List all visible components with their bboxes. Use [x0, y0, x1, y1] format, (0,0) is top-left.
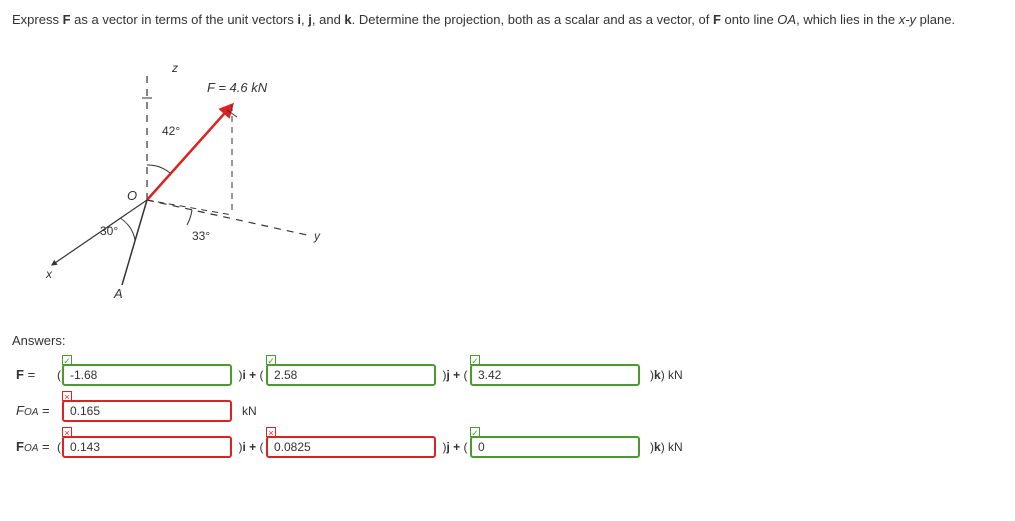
prompt-xy: x-y	[899, 12, 916, 27]
prompt-text: plane.	[916, 12, 955, 27]
input-F-k[interactable]: ✓ 3.42	[470, 364, 640, 386]
check-icon: ✓	[62, 355, 72, 365]
answer-row-FOA-scalar: FOA = × 0.165 kN	[12, 400, 1003, 422]
diagram-svg: z y x A 42° 30° 33° O F = 4.6 kN	[42, 50, 342, 300]
check-icon: ✓	[266, 355, 276, 365]
origin-label: O	[127, 188, 137, 203]
angle-33-label: 33°	[192, 229, 210, 243]
prompt-F2: F	[713, 12, 721, 27]
question-prompt: Express F as a vector in terms of the un…	[12, 10, 1003, 30]
input-value: -1.68	[70, 368, 97, 382]
prompt-OA: OA	[777, 12, 796, 27]
answer-row-FOA-vector: FOA = ( × 0.143 )i + ( × 0.0825 )j + ( ✓…	[12, 436, 1003, 458]
unit-FOA-vector: )k) kN	[650, 440, 683, 454]
input-value: 0	[478, 440, 485, 454]
angle-30-label: 30°	[100, 224, 118, 238]
force-label: F = 4.6 kN	[207, 80, 268, 95]
prompt-text: Express	[12, 12, 63, 27]
row-label-FOA-vector: FOA =	[12, 439, 56, 454]
input-value: 0.0825	[274, 440, 311, 454]
answers-heading: Answers:	[12, 333, 1003, 348]
row-label-F: F =	[12, 367, 56, 382]
prompt-text: . Determine the projection, both as a sc…	[352, 12, 713, 27]
connector-i-plus: )i + (	[236, 368, 266, 382]
check-icon: ✓	[470, 355, 480, 365]
prompt-k: k	[344, 12, 351, 27]
check-icon: ✓	[470, 427, 480, 437]
input-FOA-scalar[interactable]: × 0.165	[62, 400, 232, 422]
point-A-label: A	[113, 286, 123, 300]
row-label-FOA-scalar: FOA =	[12, 403, 56, 418]
cross-icon: ×	[62, 427, 72, 437]
cross-icon: ×	[266, 427, 276, 437]
input-value: 2.58	[274, 368, 297, 382]
axis-x-label: x	[45, 267, 53, 281]
unit-FOA-scalar: kN	[242, 404, 257, 418]
prompt-F: F	[63, 12, 71, 27]
connector-i-plus: )i + (	[236, 440, 266, 454]
prompt-text: onto line	[721, 12, 777, 27]
input-F-j[interactable]: ✓ 2.58	[266, 364, 436, 386]
input-FOA-k[interactable]: ✓ 0	[470, 436, 640, 458]
angle-42-label: 42°	[162, 124, 180, 138]
prompt-text: , which lies in the	[796, 12, 899, 27]
axis-y-label: y	[313, 229, 321, 243]
vector-diagram: z y x A 42° 30° 33° O F = 4.6 kN	[42, 50, 1003, 303]
input-F-i[interactable]: ✓ -1.68	[62, 364, 232, 386]
input-value: 0.165	[70, 404, 100, 418]
axis-z-label: z	[171, 61, 178, 75]
unit-F: )k) kN	[650, 368, 683, 382]
answer-row-F: F = ( ✓ -1.68 )i + ( ✓ 2.58 )j + ( ✓ 3.4…	[12, 364, 1003, 386]
cross-icon: ×	[62, 391, 72, 401]
input-FOA-i[interactable]: × 0.143	[62, 436, 232, 458]
prompt-text: , and	[312, 12, 345, 27]
connector-j-plus: )j + (	[440, 440, 470, 454]
input-value: 0.143	[70, 440, 100, 454]
input-value: 3.42	[478, 368, 501, 382]
connector-j-plus: )j + (	[440, 368, 470, 382]
input-FOA-j[interactable]: × 0.0825	[266, 436, 436, 458]
prompt-text: as a vector in terms of the unit vectors	[71, 12, 298, 27]
